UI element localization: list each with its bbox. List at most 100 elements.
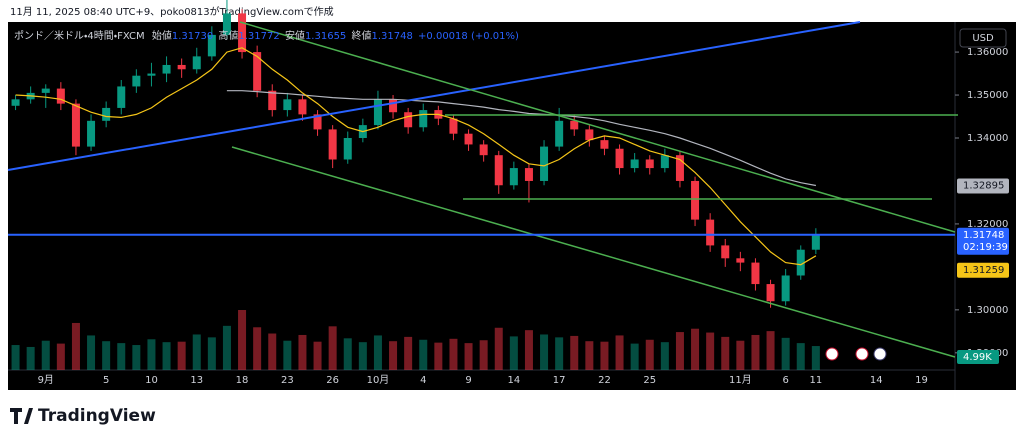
candle-body bbox=[87, 120, 96, 147]
x-tick-label: 14 bbox=[870, 375, 883, 386]
candle-body bbox=[721, 245, 730, 259]
price-label: 1.31259 bbox=[963, 265, 1004, 276]
candle-body bbox=[177, 64, 186, 70]
candle-body bbox=[449, 118, 458, 134]
candle-body bbox=[464, 133, 473, 145]
event-icon[interactable] bbox=[825, 347, 839, 361]
y-tick-label: 1.34000 bbox=[967, 133, 1008, 144]
candle-body bbox=[675, 155, 684, 181]
price-label: 1.32895 bbox=[963, 180, 1004, 191]
currency[interactable]: USD bbox=[972, 33, 994, 44]
volume-bar bbox=[691, 328, 700, 370]
candle-body bbox=[56, 88, 65, 104]
candle-body bbox=[615, 148, 624, 169]
volume-bar bbox=[540, 334, 549, 370]
candle-body bbox=[736, 258, 745, 263]
change: +0.00018 (+0.01%) bbox=[418, 31, 519, 42]
volume-bar bbox=[192, 334, 201, 370]
candle-body bbox=[41, 88, 50, 93]
candle-body bbox=[389, 99, 398, 113]
volume-bar bbox=[615, 335, 624, 370]
volume-bar bbox=[207, 337, 216, 370]
volume-bar bbox=[630, 343, 639, 370]
candle-body bbox=[298, 99, 307, 115]
candle-body bbox=[796, 249, 805, 276]
candle-body bbox=[766, 284, 775, 302]
x-tick-label: 10 bbox=[145, 375, 158, 386]
volume-bar bbox=[328, 326, 337, 370]
legend-label: 安値 bbox=[285, 29, 305, 42]
legend-label: 高値 bbox=[218, 29, 238, 42]
price-label-bg bbox=[957, 227, 1009, 255]
x-tick-label: 6 bbox=[782, 375, 788, 386]
x-tick-label: 18 bbox=[236, 375, 249, 386]
x-tick-label: 11 bbox=[809, 375, 822, 386]
price-label-bg bbox=[957, 178, 1009, 194]
volume-bar bbox=[555, 337, 564, 370]
candle-body bbox=[283, 99, 292, 111]
y-tick-label: 1.36000 bbox=[967, 47, 1008, 58]
candle-body bbox=[373, 99, 382, 126]
x-tick-label: 23 bbox=[281, 375, 294, 386]
volume-bar bbox=[41, 340, 50, 370]
price-label-bg bbox=[957, 262, 1009, 278]
volume-bar bbox=[585, 341, 594, 370]
candle-body bbox=[524, 168, 533, 181]
countdown: 02:19:39 bbox=[963, 242, 1008, 253]
trend-line bbox=[7, 21, 861, 171]
volume-bar bbox=[11, 345, 20, 370]
volume-bar bbox=[660, 342, 669, 370]
volume-bar bbox=[494, 327, 503, 370]
candle-body bbox=[147, 73, 156, 76]
currency-button[interactable] bbox=[959, 28, 1007, 48]
volume-bar bbox=[253, 327, 262, 370]
volume-bar bbox=[283, 340, 292, 370]
x-tick-label: 4 bbox=[420, 375, 426, 386]
x-tick-label: 19 bbox=[915, 375, 928, 386]
symbol: ポンド／米ドル・4時間・FXCM bbox=[14, 29, 145, 42]
x-tick-label: 10月 bbox=[367, 374, 390, 386]
channel-line bbox=[239, 21, 956, 233]
event-icon[interactable] bbox=[873, 347, 887, 361]
volume-bar bbox=[358, 342, 367, 370]
volume-bar bbox=[373, 335, 382, 370]
x-tick-label: 22 bbox=[598, 375, 611, 386]
volume-bar bbox=[298, 334, 307, 370]
volume-bar bbox=[675, 332, 684, 370]
volume-bar bbox=[343, 338, 352, 370]
volume-bar bbox=[706, 332, 715, 370]
logo: TradingView bbox=[10, 406, 156, 426]
x-tick-label: 14 bbox=[507, 375, 520, 386]
volume-bar bbox=[570, 335, 579, 370]
volume-bar bbox=[313, 341, 322, 370]
volume-bar bbox=[132, 345, 141, 370]
volume-bar bbox=[238, 310, 247, 370]
y-tick-label: 1.30000 bbox=[967, 305, 1008, 316]
volume-bar bbox=[781, 337, 790, 370]
x-tick-label: 5 bbox=[103, 375, 109, 386]
x-tick-label: 9月 bbox=[38, 374, 54, 386]
candle-body bbox=[71, 103, 80, 147]
x-tick-label: 13 bbox=[190, 375, 203, 386]
volume-bar bbox=[766, 331, 775, 370]
candle-body bbox=[570, 120, 579, 130]
moving-average bbox=[15, 47, 817, 266]
volume-bar bbox=[796, 343, 805, 370]
event-icon[interactable] bbox=[855, 347, 869, 361]
legend: ポンド／米ドル・4時間・FXCM 始値1.31730 高値1.31772 安値1… bbox=[14, 29, 519, 42]
candle-body bbox=[222, 13, 231, 35]
candle-body bbox=[585, 129, 594, 141]
volume-bar bbox=[434, 342, 443, 370]
x-tick-label: 26 bbox=[326, 375, 339, 386]
candle-body bbox=[811, 234, 820, 250]
candle-body bbox=[645, 159, 654, 169]
volume-bar bbox=[222, 325, 231, 370]
candle-body bbox=[253, 52, 262, 91]
volume-bar bbox=[102, 341, 111, 370]
volume-bar bbox=[721, 336, 730, 370]
volume-bar bbox=[268, 333, 277, 370]
candle-body bbox=[268, 90, 277, 111]
